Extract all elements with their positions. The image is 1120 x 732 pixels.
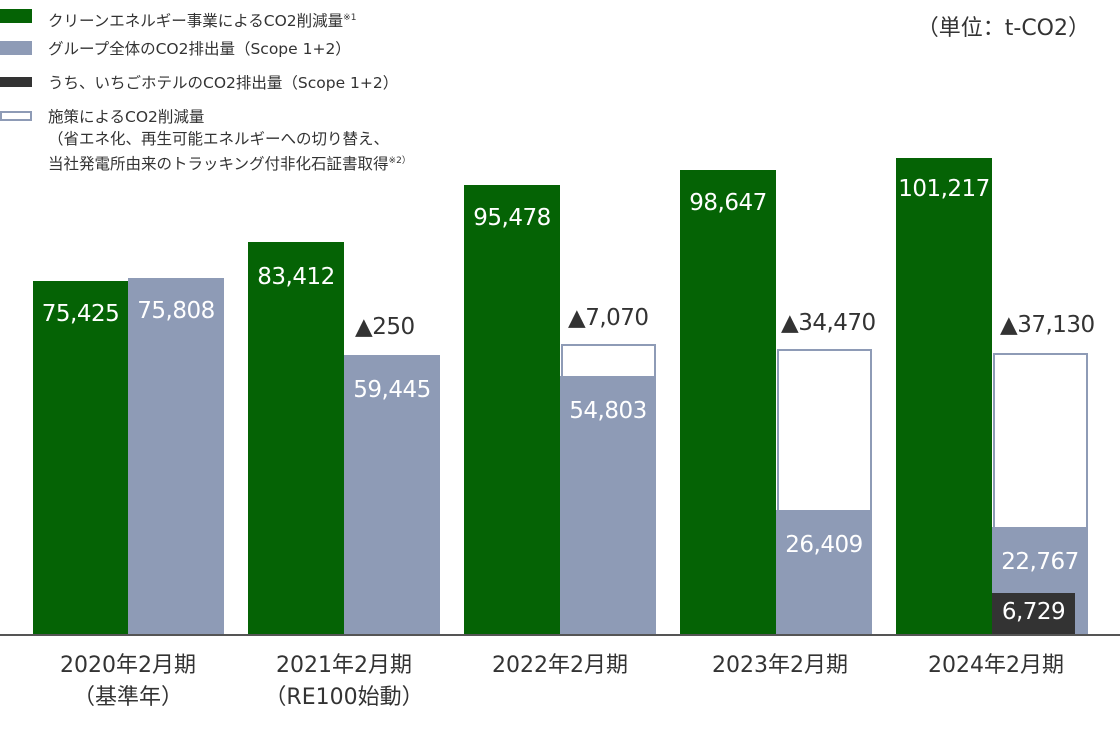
legend-swatch-green xyxy=(0,9,32,23)
bar-value: 95,478 xyxy=(473,205,551,231)
legend-note: ※1 xyxy=(343,13,357,23)
reduction-label-2021: ▲250 xyxy=(355,314,415,340)
bar-measures-reduction-2024 xyxy=(993,353,1088,528)
bar-clean-energy-2023: 98,647 xyxy=(680,170,776,635)
bar-value: 54,803 xyxy=(569,398,647,424)
legend-label-line2: （省エネ化、再生可能エネルギーへの切り替え、 xyxy=(48,130,390,148)
legend-label: うち、いちごホテルのCO2排出量（Scope 1+2） xyxy=(48,74,399,92)
reduction-label-2022: ▲7,070 xyxy=(568,305,649,331)
x-axis-label-2022: 2022年2月期 xyxy=(492,653,628,678)
unit-label: （単位：t-CO2） xyxy=(916,16,1090,41)
bar-clean-energy-2021: 83,412 xyxy=(248,242,344,635)
bar-group-emissions-2023: 26,409 xyxy=(776,510,872,635)
bar-value: 98,647 xyxy=(689,190,767,216)
bar-measures-reduction-2023 xyxy=(777,349,872,511)
bar-group-emissions-2021: 59,445 xyxy=(344,355,440,635)
legend-label-line3: 当社発電所由来のトラッキング付非化石証書取得 xyxy=(48,155,389,174)
bar-clean-energy-2020: 75,425 xyxy=(33,281,128,635)
bar-value: 83,412 xyxy=(257,264,335,290)
legend-label: グループ全体のCO2排出量（Scope 1+2） xyxy=(48,40,351,58)
bar-hotel-emissions-2024: 6,729 xyxy=(992,593,1075,635)
x-axis-label-2024: 2024年2月期 xyxy=(928,653,1064,678)
x-axis-label-2021: 2021年2月期 （RE100始動） xyxy=(264,653,424,710)
x-axis-label-2020: 2020年2月期 （基準年） xyxy=(60,653,196,710)
bar-value: 75,808 xyxy=(137,298,215,324)
bar-measures-reduction-2022 xyxy=(561,344,656,377)
legend-swatch-outline xyxy=(0,111,32,121)
bar-group-emissions-2020: 75,808 xyxy=(128,278,224,635)
legend-note: ※2） xyxy=(388,156,411,166)
legend-swatch-dark xyxy=(0,77,32,87)
bar-clean-energy-2024: 101,217 xyxy=(896,158,992,635)
legend-label: クリーンエネルギー事業によるCO2削減量 xyxy=(48,12,344,31)
bar-value: 26,409 xyxy=(785,532,863,558)
x-axis-line xyxy=(0,634,1120,636)
bar-value: 22,767 xyxy=(1001,549,1079,575)
x-axis-label-2023: 2023年2月期 xyxy=(712,653,848,678)
reduction-label-2023: ▲34,470 xyxy=(781,310,876,336)
bar-group-emissions-2022: 54,803 xyxy=(560,376,656,635)
reduction-label-2024: ▲37,130 xyxy=(1000,312,1095,338)
legend-swatch-gray xyxy=(0,41,32,55)
legend-label: 施策によるCO2削減量 xyxy=(48,108,205,126)
bar-value: 101,217 xyxy=(898,176,990,202)
bar-clean-energy-2022: 95,478 xyxy=(464,185,560,635)
bar-value: 59,445 xyxy=(353,377,431,403)
bar-value: 75,425 xyxy=(41,301,120,327)
bar-value: 6,729 xyxy=(1001,599,1066,625)
